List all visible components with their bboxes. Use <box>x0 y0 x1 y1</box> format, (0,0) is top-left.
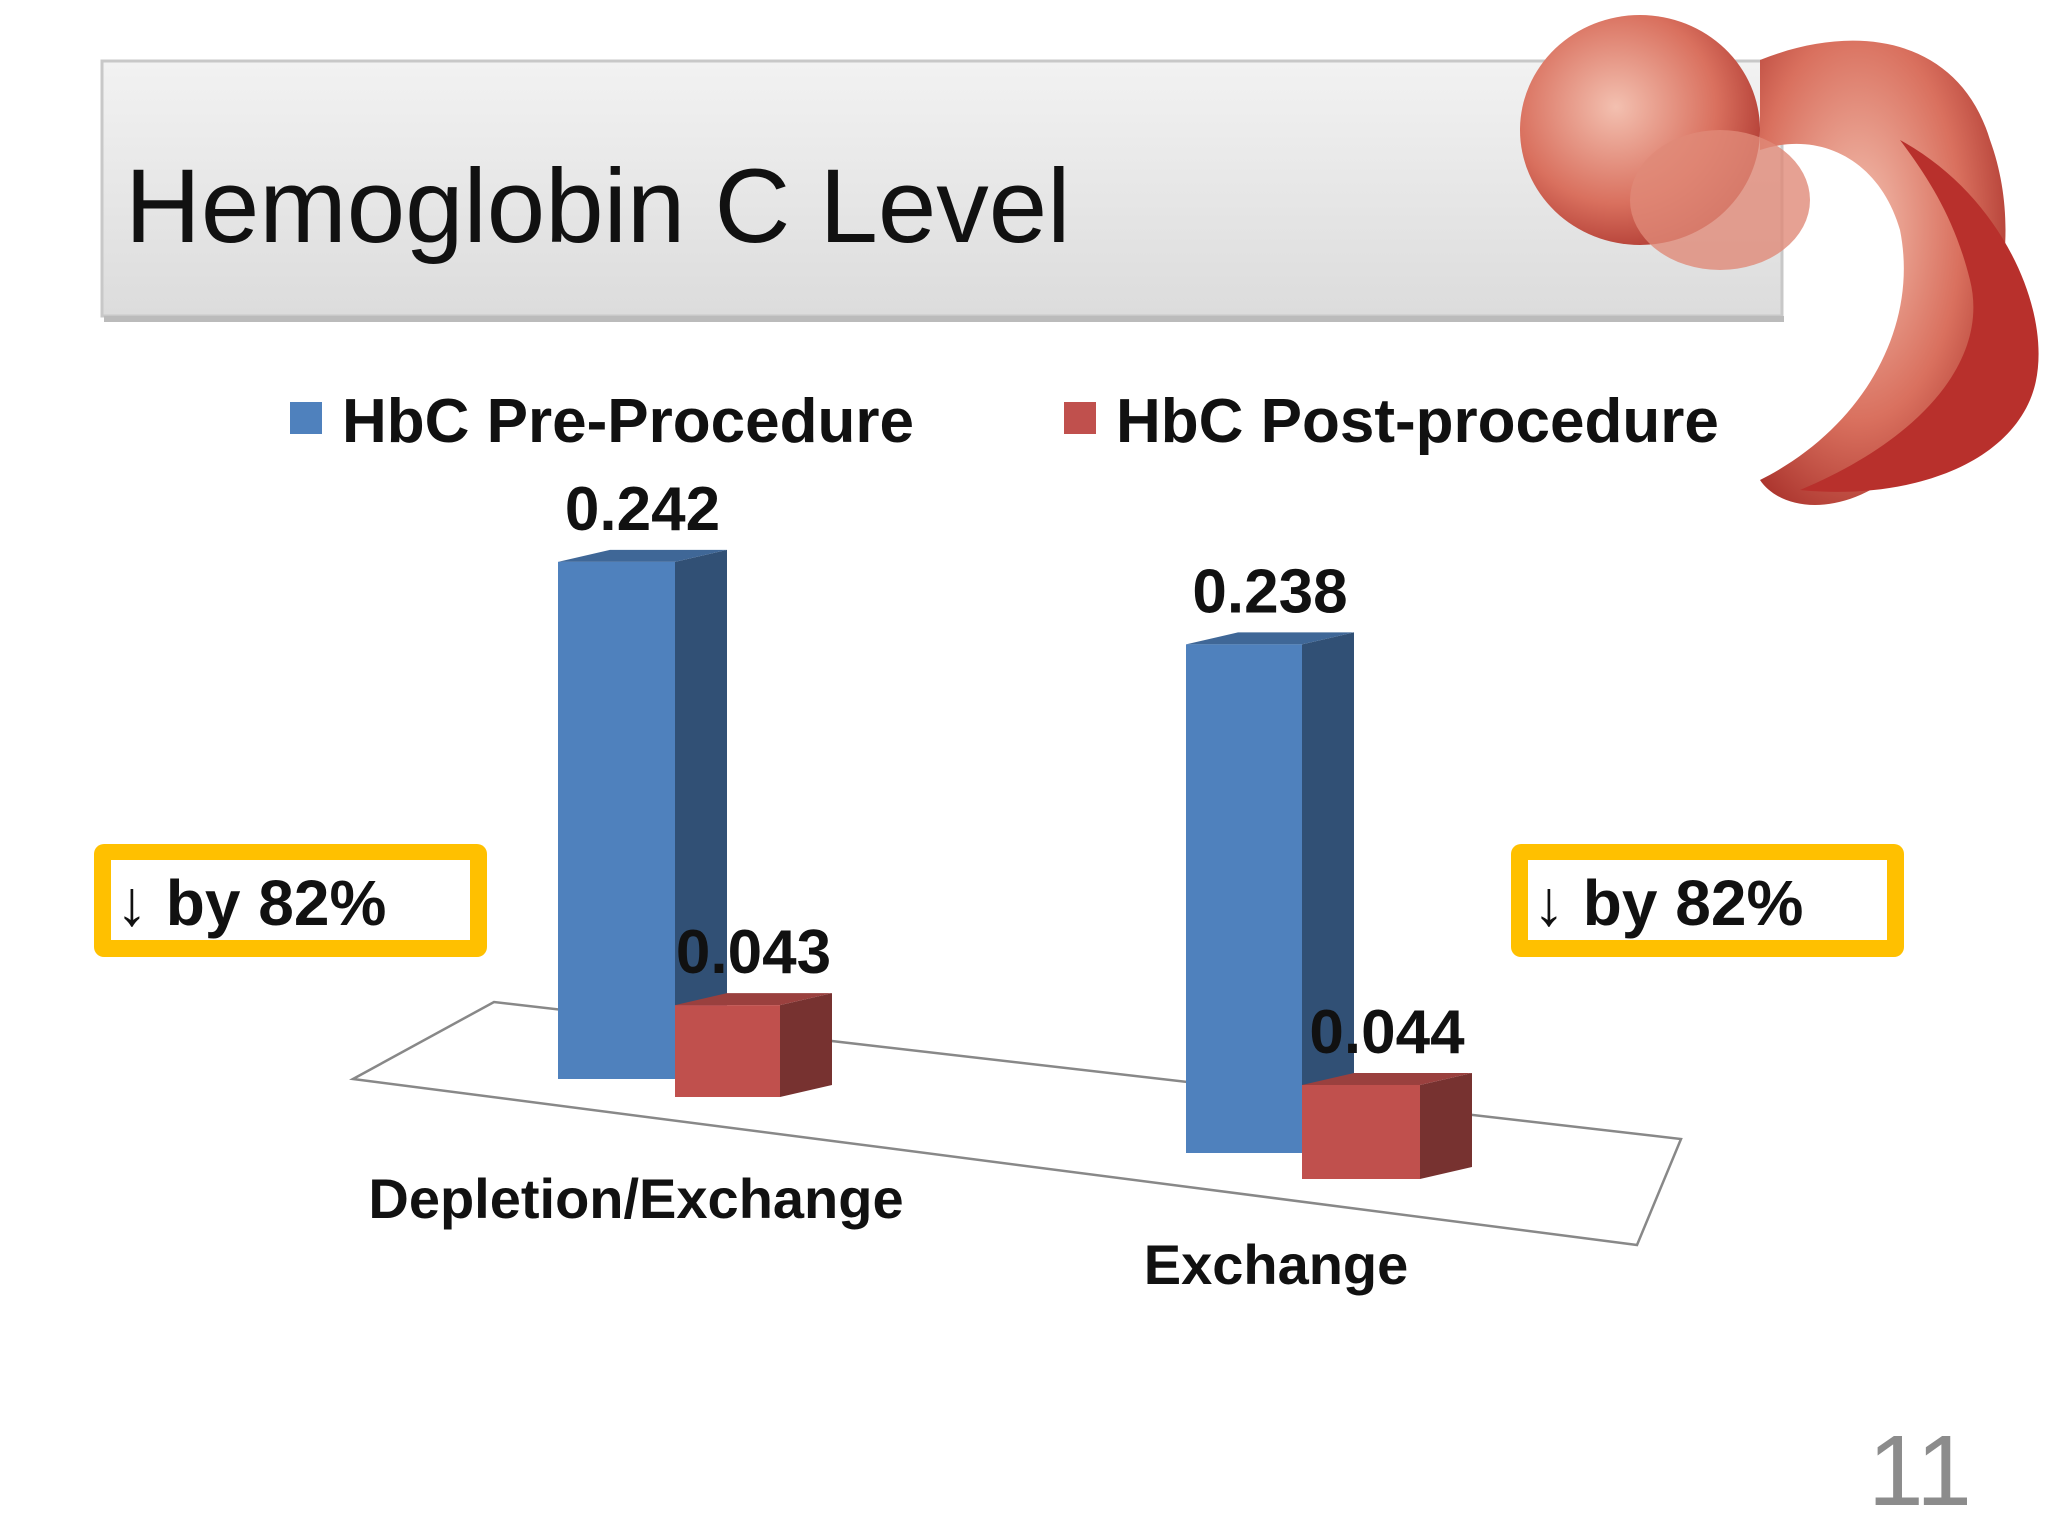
value-label: 0.238 <box>1192 557 1347 626</box>
annotation-inner <box>1528 860 1887 940</box>
bar-side <box>780 993 832 1097</box>
legend-swatch <box>290 402 322 434</box>
bar-side <box>1302 632 1354 1153</box>
legend-label: HbC Post-procedure <box>1116 387 1719 456</box>
category-label: Exchange <box>1144 1233 1409 1296</box>
title-box <box>100 59 1784 318</box>
bar-side <box>675 549 727 1079</box>
legend-swatch <box>1064 402 1096 434</box>
bar <box>675 1005 780 1097</box>
page-number: 11 <box>1868 1415 1972 1527</box>
annotation-inner <box>111 860 470 940</box>
value-label: 0.044 <box>1309 998 1465 1067</box>
title-shadow <box>104 316 1784 322</box>
bar <box>558 561 675 1079</box>
bar-top <box>558 549 727 562</box>
bar-side <box>1420 1072 1472 1179</box>
cell-illustration <box>1520 15 2039 505</box>
value-label: 0.043 <box>676 918 831 987</box>
bar-top <box>675 993 832 1006</box>
bar <box>1302 1084 1420 1179</box>
chart-title: Hemoglobin C Level <box>125 148 1071 265</box>
bar-top <box>1186 632 1354 645</box>
annotation-text: ↓ by 82% <box>116 867 386 939</box>
category-label: Depletion/Exchange <box>368 1167 903 1230</box>
bar-top <box>1302 1072 1472 1085</box>
bar <box>1186 644 1302 1153</box>
legend-label: HbC Pre-Procedure <box>342 387 914 456</box>
value-label: 0.242 <box>565 475 720 544</box>
annotation-text: ↓ by 82% <box>1533 867 1803 939</box>
